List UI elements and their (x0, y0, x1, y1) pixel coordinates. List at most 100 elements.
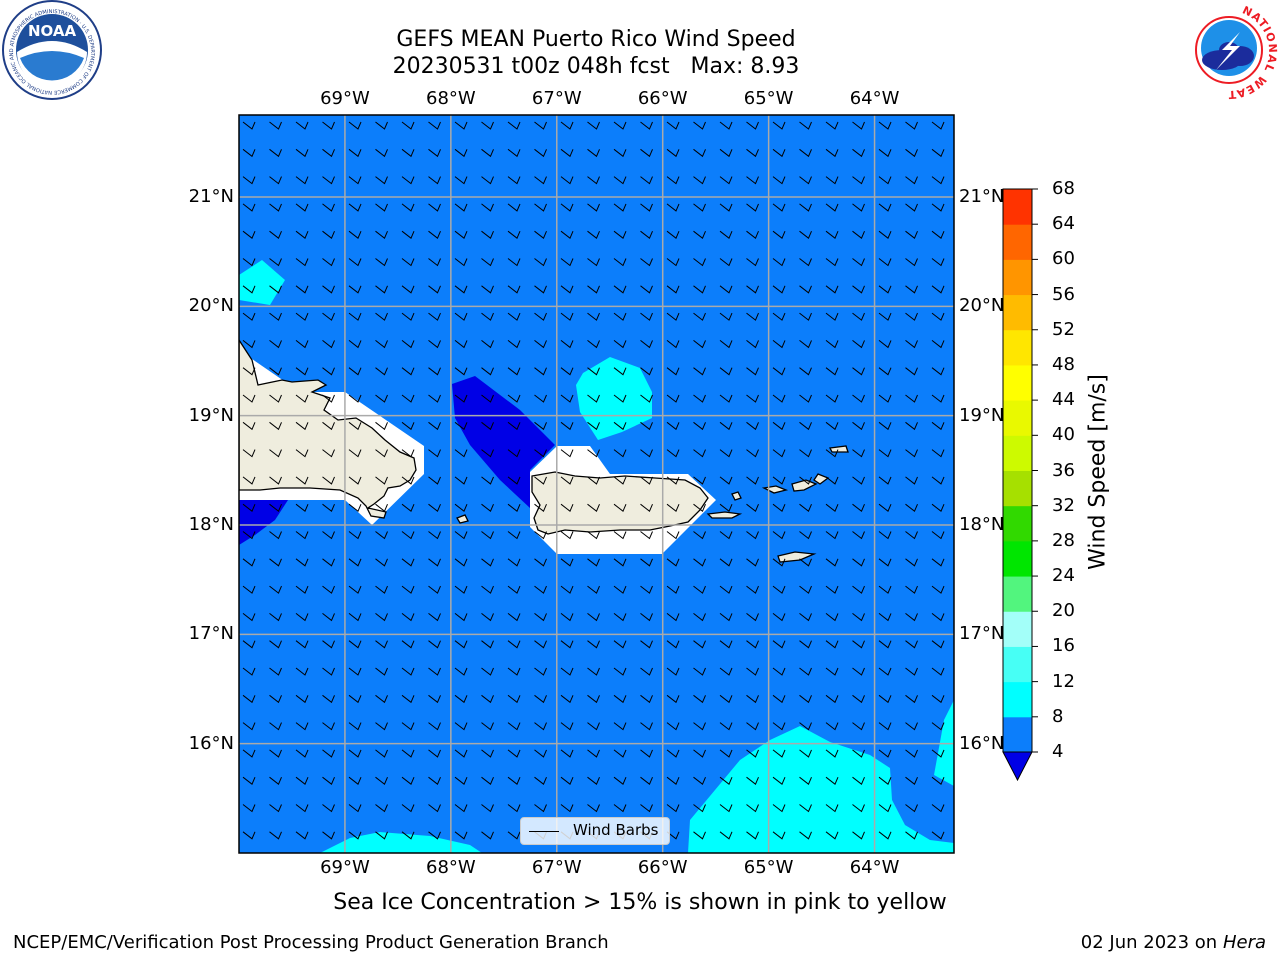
wind-barb (693, 230, 706, 239)
colorbar-tick-label: 48 (1052, 353, 1075, 375)
wind-barb (666, 531, 680, 540)
wind-barb (931, 449, 945, 458)
wind-barb (481, 449, 494, 458)
wind-barb (613, 421, 627, 431)
wind-barb (772, 176, 786, 185)
wind-barb (772, 804, 786, 813)
wind-barb (852, 476, 865, 485)
sea-ice-note: Sea Ice Concentration > 15% is shown in … (333, 890, 947, 915)
wind-barb (640, 121, 653, 130)
st-croix-land (777, 551, 817, 563)
wind-barb (878, 831, 892, 840)
wind-barb (534, 585, 547, 594)
wind-barb (693, 176, 706, 185)
wind-barb (401, 776, 415, 785)
wind-barb (825, 285, 839, 294)
wind-barb (905, 203, 918, 212)
wind-barb (613, 394, 627, 403)
wind-barb (587, 694, 600, 704)
wind-barb (269, 421, 282, 431)
wind-barb (719, 176, 733, 185)
wind-barb (931, 285, 945, 294)
wind-barb (746, 585, 759, 594)
wind-barb (322, 722, 335, 731)
wind-barb (242, 749, 256, 758)
colorbar (1002, 188, 1038, 782)
colorbar-segment (1003, 224, 1032, 260)
wind-barb (269, 176, 282, 185)
wind-barb (242, 722, 256, 731)
wind-barb (878, 476, 892, 485)
lat-label-right: 16°N (959, 732, 1005, 754)
wind-barb (719, 831, 733, 840)
wind-barb (587, 285, 600, 294)
wind-barb (481, 613, 494, 622)
wind-barb (852, 230, 865, 239)
wind-barb (322, 421, 335, 431)
wind-barb (719, 640, 733, 649)
wind-barb (719, 340, 733, 349)
lat-label-right: 19°N (959, 404, 1005, 426)
wind-barb (375, 722, 388, 731)
wind-barb (772, 121, 786, 130)
wind-barb (242, 121, 256, 130)
wind-barb (878, 258, 892, 267)
wind-barb (666, 258, 680, 267)
wind-barb (693, 503, 706, 512)
wind-barb (878, 340, 892, 349)
wind-barb (746, 449, 759, 458)
wind-barb (746, 312, 759, 321)
wind-barb (348, 203, 362, 212)
wind-barb (428, 203, 441, 212)
wind-barb (481, 203, 494, 212)
wind-barb (242, 312, 256, 321)
wind-barb (560, 667, 574, 676)
wind-barb (905, 667, 918, 676)
wind-barb (481, 776, 494, 785)
wind-barb (825, 558, 839, 567)
wind-barb (931, 531, 945, 540)
legend-label: Wind Barbs (573, 821, 659, 839)
wind-barb (931, 585, 945, 594)
wind-barb (269, 613, 282, 622)
puerto-rico-land (531, 471, 709, 535)
wind-barb (560, 285, 574, 294)
wind-barb (640, 503, 653, 512)
lon-label-top: 69°W (320, 88, 370, 109)
legend-line-icon (529, 831, 559, 832)
wind-barb (481, 312, 494, 321)
wind-barb (931, 667, 945, 676)
wind-barb (613, 503, 627, 512)
wind-barb (295, 749, 309, 758)
land-areas (239, 338, 849, 563)
wind-barb (269, 476, 282, 485)
wind-barb (799, 667, 812, 676)
wind-barb (428, 585, 441, 594)
wind-barb (295, 476, 309, 485)
wind-barb (587, 340, 600, 349)
wind-barb (428, 613, 441, 622)
wind-barb (905, 694, 918, 704)
wind-barb (295, 640, 309, 649)
wind-barb (825, 749, 839, 758)
wind-barb (322, 640, 335, 649)
hispaniola-land (239, 338, 417, 519)
wind-barb (640, 640, 653, 649)
wind-barb (905, 449, 918, 458)
lat-label-left: 20°N (188, 295, 234, 317)
wind-barb (269, 776, 282, 785)
wind-barb (428, 776, 441, 785)
wind-barb (322, 531, 335, 540)
wind-barb (269, 558, 282, 567)
wind-barb (799, 121, 812, 130)
wind-barb (560, 258, 574, 267)
wind-barb (799, 804, 812, 813)
wind-barb (640, 558, 653, 567)
wind-barb (428, 722, 441, 731)
wind-barb (640, 749, 653, 758)
wind-barb (507, 285, 521, 294)
lat-label-right: 21°N (959, 186, 1005, 207)
wind-barb (666, 667, 680, 676)
wind-barb (746, 558, 759, 567)
